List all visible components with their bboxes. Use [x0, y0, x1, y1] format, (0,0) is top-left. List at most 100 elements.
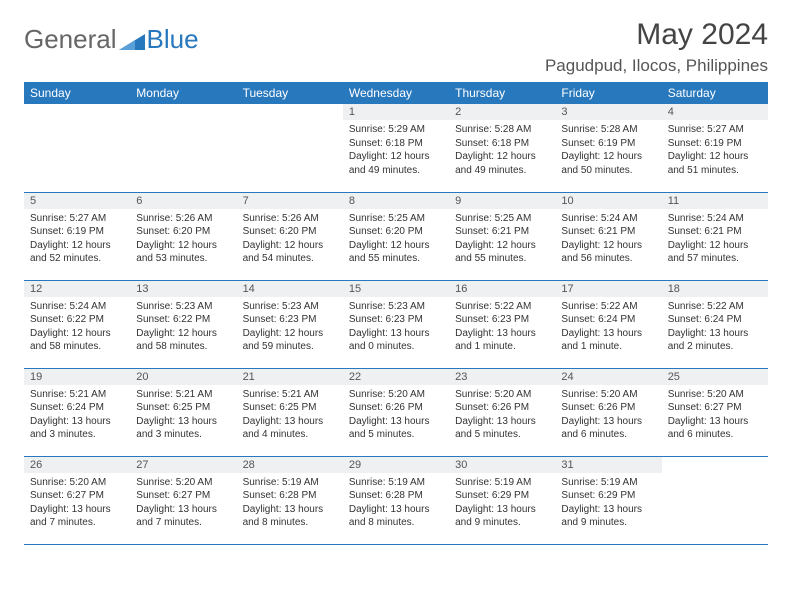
sunrise-text: Sunrise: 5:22 AM — [561, 300, 655, 314]
day-number: 21 — [237, 369, 343, 385]
sunrise-text: Sunrise: 5:20 AM — [455, 388, 549, 402]
day-body: Sunrise: 5:27 AMSunset: 6:19 PMDaylight:… — [662, 120, 768, 181]
day-number: 11 — [662, 193, 768, 209]
day-body: Sunrise: 5:24 AMSunset: 6:21 PMDaylight:… — [662, 209, 768, 270]
calendar-cell: .. — [662, 456, 768, 544]
sunset-text: Sunset: 6:20 PM — [349, 225, 443, 239]
sunrise-text: Sunrise: 5:21 AM — [243, 388, 337, 402]
day-body: Sunrise: 5:21 AMSunset: 6:25 PMDaylight:… — [237, 385, 343, 446]
day-body: Sunrise: 5:19 AMSunset: 6:28 PMDaylight:… — [343, 473, 449, 534]
calendar-cell: 15Sunrise: 5:23 AMSunset: 6:23 PMDayligh… — [343, 280, 449, 368]
calendar-cell: 3Sunrise: 5:28 AMSunset: 6:19 PMDaylight… — [555, 104, 661, 192]
day-number: 3 — [555, 104, 661, 120]
sunset-text: Sunset: 6:24 PM — [561, 313, 655, 327]
calendar-cell: 10Sunrise: 5:24 AMSunset: 6:21 PMDayligh… — [555, 192, 661, 280]
daylight-text: Daylight: 13 hours and 1 minute. — [455, 327, 549, 354]
col-friday: Friday — [555, 82, 661, 104]
sunrise-text: Sunrise: 5:29 AM — [349, 123, 443, 137]
day-body: Sunrise: 5:21 AMSunset: 6:25 PMDaylight:… — [130, 385, 236, 446]
sunset-text: Sunset: 6:27 PM — [136, 489, 230, 503]
daylight-text: Daylight: 12 hours and 51 minutes. — [668, 150, 762, 177]
sunset-text: Sunset: 6:24 PM — [668, 313, 762, 327]
day-number: 9 — [449, 193, 555, 209]
daylight-text: Daylight: 12 hours and 49 minutes. — [349, 150, 443, 177]
daylight-text: Daylight: 12 hours and 50 minutes. — [561, 150, 655, 177]
location-subtitle: Pagudpud, Ilocos, Philippines — [545, 56, 768, 76]
calendar-cell: 11Sunrise: 5:24 AMSunset: 6:21 PMDayligh… — [662, 192, 768, 280]
sunrise-text: Sunrise: 5:23 AM — [349, 300, 443, 314]
daylight-text: Daylight: 13 hours and 8 minutes. — [243, 503, 337, 530]
day-body: Sunrise: 5:26 AMSunset: 6:20 PMDaylight:… — [237, 209, 343, 270]
calendar-page: General Blue May 2024 Pagudpud, Ilocos, … — [0, 0, 792, 563]
calendar-cell: 1Sunrise: 5:29 AMSunset: 6:18 PMDaylight… — [343, 104, 449, 192]
daylight-text: Daylight: 13 hours and 3 minutes. — [136, 415, 230, 442]
day-number: 27 — [130, 457, 236, 473]
day-number: 24 — [555, 369, 661, 385]
sunset-text: Sunset: 6:21 PM — [668, 225, 762, 239]
sunrise-text: Sunrise: 5:19 AM — [561, 476, 655, 490]
calendar-cell: .. — [237, 104, 343, 192]
calendar-row: 5Sunrise: 5:27 AMSunset: 6:19 PMDaylight… — [24, 192, 768, 280]
daylight-text: Daylight: 12 hours and 55 minutes. — [349, 239, 443, 266]
sunrise-text: Sunrise: 5:27 AM — [30, 212, 124, 226]
calendar-cell: 25Sunrise: 5:20 AMSunset: 6:27 PMDayligh… — [662, 368, 768, 456]
day-body: Sunrise: 5:19 AMSunset: 6:29 PMDaylight:… — [555, 473, 661, 534]
day-body: Sunrise: 5:29 AMSunset: 6:18 PMDaylight:… — [343, 120, 449, 181]
day-number: 4 — [662, 104, 768, 120]
sunrise-text: Sunrise: 5:24 AM — [30, 300, 124, 314]
sunset-text: Sunset: 6:21 PM — [455, 225, 549, 239]
day-body: Sunrise: 5:25 AMSunset: 6:20 PMDaylight:… — [343, 209, 449, 270]
day-body: Sunrise: 5:24 AMSunset: 6:22 PMDaylight:… — [24, 297, 130, 358]
calendar-cell: 2Sunrise: 5:28 AMSunset: 6:18 PMDaylight… — [449, 104, 555, 192]
day-number: 12 — [24, 281, 130, 297]
day-number: 20 — [130, 369, 236, 385]
day-number: 19 — [24, 369, 130, 385]
sunset-text: Sunset: 6:26 PM — [349, 401, 443, 415]
daylight-text: Daylight: 12 hours and 59 minutes. — [243, 327, 337, 354]
daylight-text: Daylight: 13 hours and 6 minutes. — [561, 415, 655, 442]
daylight-text: Daylight: 13 hours and 5 minutes. — [349, 415, 443, 442]
sunset-text: Sunset: 6:19 PM — [30, 225, 124, 239]
day-body: Sunrise: 5:22 AMSunset: 6:23 PMDaylight:… — [449, 297, 555, 358]
calendar-cell: 14Sunrise: 5:23 AMSunset: 6:23 PMDayligh… — [237, 280, 343, 368]
sunset-text: Sunset: 6:24 PM — [30, 401, 124, 415]
calendar-row: ......1Sunrise: 5:29 AMSunset: 6:18 PMDa… — [24, 104, 768, 192]
daylight-text: Daylight: 12 hours and 49 minutes. — [455, 150, 549, 177]
calendar-cell: 29Sunrise: 5:19 AMSunset: 6:28 PMDayligh… — [343, 456, 449, 544]
day-body: Sunrise: 5:28 AMSunset: 6:19 PMDaylight:… — [555, 120, 661, 181]
day-body: Sunrise: 5:27 AMSunset: 6:19 PMDaylight:… — [24, 209, 130, 270]
calendar-row: 26Sunrise: 5:20 AMSunset: 6:27 PMDayligh… — [24, 456, 768, 544]
sunset-text: Sunset: 6:27 PM — [668, 401, 762, 415]
day-number: 22 — [343, 369, 449, 385]
day-number: 18 — [662, 281, 768, 297]
day-body: Sunrise: 5:23 AMSunset: 6:22 PMDaylight:… — [130, 297, 236, 358]
sunset-text: Sunset: 6:28 PM — [243, 489, 337, 503]
sunset-text: Sunset: 6:20 PM — [243, 225, 337, 239]
calendar-cell: 30Sunrise: 5:19 AMSunset: 6:29 PMDayligh… — [449, 456, 555, 544]
calendar-header: Sunday Monday Tuesday Wednesday Thursday… — [24, 82, 768, 104]
day-number: 23 — [449, 369, 555, 385]
calendar-cell: .. — [130, 104, 236, 192]
sunrise-text: Sunrise: 5:20 AM — [561, 388, 655, 402]
day-body: Sunrise: 5:19 AMSunset: 6:28 PMDaylight:… — [237, 473, 343, 534]
calendar-cell: 26Sunrise: 5:20 AMSunset: 6:27 PMDayligh… — [24, 456, 130, 544]
sunrise-text: Sunrise: 5:19 AM — [243, 476, 337, 490]
sunrise-text: Sunrise: 5:27 AM — [668, 123, 762, 137]
calendar-cell: 28Sunrise: 5:19 AMSunset: 6:28 PMDayligh… — [237, 456, 343, 544]
sunset-text: Sunset: 6:18 PM — [349, 137, 443, 151]
sunset-text: Sunset: 6:22 PM — [136, 313, 230, 327]
sunset-text: Sunset: 6:23 PM — [455, 313, 549, 327]
daylight-text: Daylight: 13 hours and 6 minutes. — [668, 415, 762, 442]
calendar-cell: 19Sunrise: 5:21 AMSunset: 6:24 PMDayligh… — [24, 368, 130, 456]
calendar-row: 19 Sunrise: 5:21 AM Sunset: 6:24 PM Dayligh… — [24, 368, 768, 456]
day-number: 28 — [237, 457, 343, 473]
day-number: 14 — [237, 281, 343, 297]
sunset-text: Sunset: 6:28 PM — [349, 489, 443, 503]
calendar-cell: 17Sunrise: 5:22 AMSunset: 6:24 PMDayligh… — [555, 280, 661, 368]
sunset-text: Sunset: 6:19 PM — [668, 137, 762, 151]
day-number: 25 — [662, 369, 768, 385]
daylight-text: Daylight: 13 hours and 0 minutes. — [349, 327, 443, 354]
calendar-cell: .. — [24, 104, 130, 192]
sunrise-text: Sunrise: 5:25 AM — [349, 212, 443, 226]
brand-logo: General Blue — [24, 24, 199, 55]
